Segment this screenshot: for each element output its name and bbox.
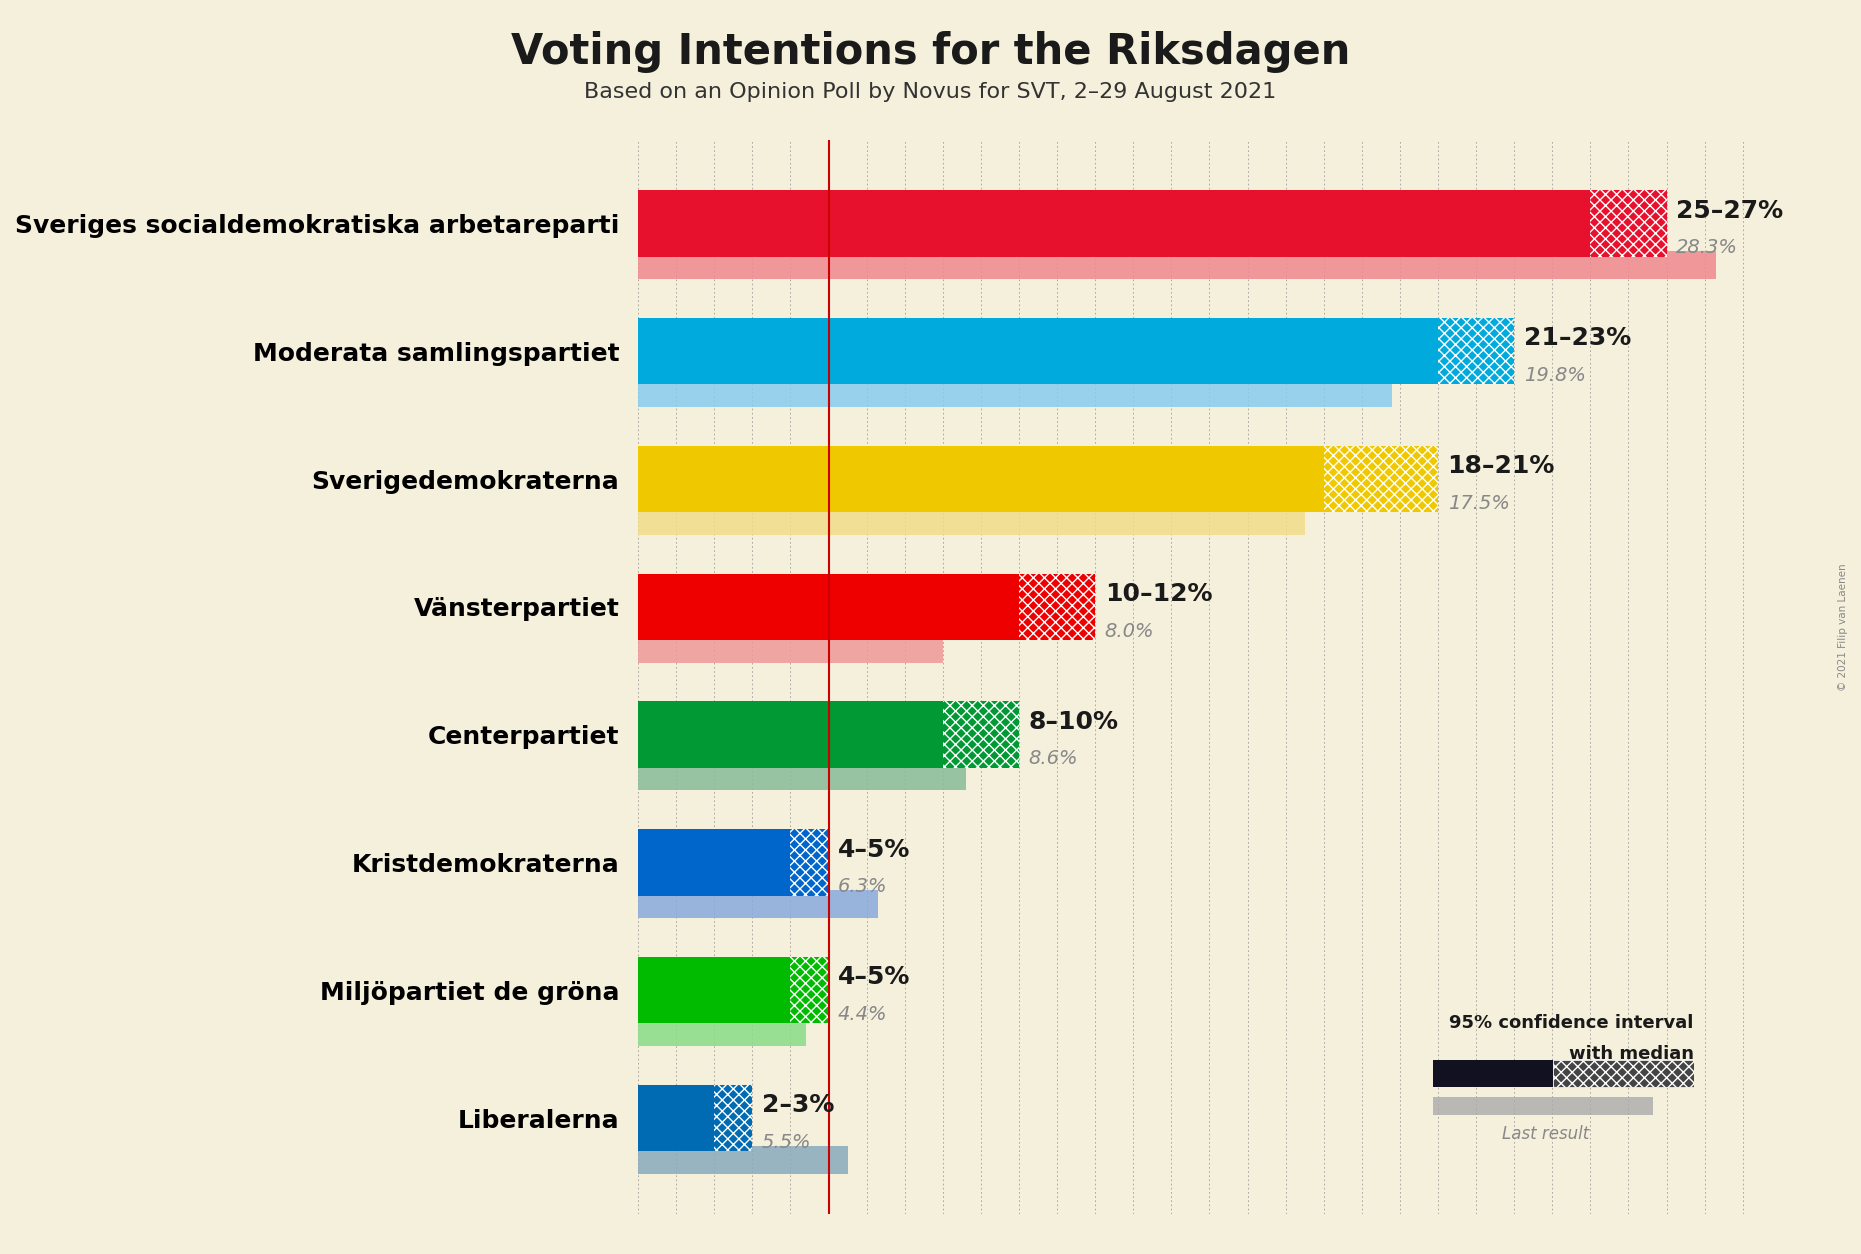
Text: 18–21%: 18–21% [1448, 454, 1556, 478]
Text: 19.8%: 19.8% [1524, 366, 1586, 385]
Text: 10–12%: 10–12% [1105, 582, 1212, 606]
Text: Based on an Opinion Poll by Novus for SVT, 2–29 August 2021: Based on an Opinion Poll by Novus for SV… [584, 82, 1277, 102]
Text: 8.6%: 8.6% [1029, 750, 1078, 769]
Text: 4–5%: 4–5% [837, 966, 910, 989]
Text: 95% confidence interval: 95% confidence interval [1450, 1014, 1694, 1032]
Text: 6.3%: 6.3% [837, 878, 888, 897]
Bar [1591, 191, 1667, 257]
Bar [638, 191, 1591, 257]
Bar [638, 829, 791, 895]
Text: Last result: Last result [1502, 1125, 1589, 1142]
Bar [1020, 573, 1096, 640]
Bar [791, 957, 828, 1023]
Bar [638, 507, 1305, 534]
Text: 8.0%: 8.0% [1105, 622, 1154, 641]
Text: 25–27%: 25–27% [1677, 198, 1783, 223]
Bar [1554, 1060, 1694, 1087]
Bar [638, 762, 966, 790]
Bar [638, 1085, 715, 1151]
Bar [1433, 1060, 1554, 1087]
Bar [638, 251, 1716, 280]
Bar [638, 379, 1392, 408]
Text: 28.3%: 28.3% [1677, 238, 1738, 257]
Text: 4.4%: 4.4% [837, 1004, 888, 1025]
Bar [638, 1018, 806, 1046]
Text: 2–3%: 2–3% [761, 1093, 834, 1117]
Bar [1323, 446, 1439, 513]
Bar [638, 701, 944, 767]
Text: Voting Intentions for the Riksdagen: Voting Intentions for the Riksdagen [510, 31, 1351, 73]
Text: 17.5%: 17.5% [1448, 494, 1509, 513]
Text: 5.5%: 5.5% [761, 1132, 811, 1152]
Bar [715, 1085, 752, 1151]
Bar [638, 446, 1323, 513]
Bar [638, 319, 1439, 385]
Bar [638, 635, 944, 662]
Bar [944, 701, 1020, 767]
Text: 21–23%: 21–23% [1524, 326, 1630, 350]
Bar [638, 1146, 847, 1174]
Bar [1439, 319, 1515, 385]
Text: 4–5%: 4–5% [837, 838, 910, 861]
Bar [638, 957, 791, 1023]
Bar [1433, 1097, 1654, 1115]
Bar [638, 890, 878, 918]
Bar [791, 829, 828, 895]
Text: 8–10%: 8–10% [1029, 710, 1118, 734]
Text: with median: with median [1569, 1045, 1694, 1062]
Text: © 2021 Filip van Laenen: © 2021 Filip van Laenen [1839, 563, 1848, 691]
Bar [638, 573, 1020, 640]
